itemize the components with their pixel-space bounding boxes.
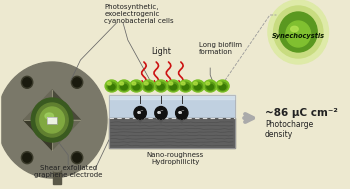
Circle shape [73,153,81,162]
Bar [109,118,235,148]
Circle shape [31,98,73,142]
Circle shape [23,153,32,162]
Ellipse shape [108,84,115,90]
Circle shape [71,152,83,164]
Ellipse shape [169,82,173,85]
Text: e⁻: e⁻ [178,111,186,115]
Ellipse shape [219,84,226,90]
Ellipse shape [45,113,54,119]
Circle shape [286,21,310,47]
Circle shape [274,6,323,58]
Ellipse shape [216,80,229,92]
Ellipse shape [170,84,177,90]
Ellipse shape [158,84,164,90]
Ellipse shape [154,80,168,92]
Circle shape [21,152,33,164]
Text: ~86 μC cm⁻²: ~86 μC cm⁻² [265,108,338,118]
Text: Shear exfoliated
graphene electrode: Shear exfoliated graphene electrode [34,165,102,178]
Circle shape [176,106,188,119]
Ellipse shape [144,82,153,91]
Ellipse shape [194,82,197,85]
Circle shape [134,106,146,119]
Polygon shape [24,120,52,150]
Ellipse shape [218,82,227,91]
Polygon shape [52,120,80,150]
Polygon shape [24,90,52,120]
Ellipse shape [179,80,192,92]
Text: Nano-roughness
Hydrophilicity: Nano-roughness Hydrophilicity [147,152,204,165]
Ellipse shape [157,82,161,85]
Ellipse shape [204,80,217,92]
Ellipse shape [117,80,131,92]
Bar [109,95,235,148]
Ellipse shape [156,82,166,91]
Ellipse shape [169,82,178,91]
Circle shape [71,76,83,88]
Ellipse shape [290,26,298,32]
Polygon shape [52,90,80,120]
Ellipse shape [193,82,203,91]
Circle shape [21,76,33,88]
Ellipse shape [181,82,185,85]
Ellipse shape [53,169,61,171]
Bar [109,95,235,99]
Ellipse shape [132,82,141,91]
Circle shape [268,0,329,64]
Ellipse shape [107,82,111,85]
Bar [109,95,235,118]
Ellipse shape [182,84,189,90]
Ellipse shape [132,82,136,85]
Ellipse shape [167,80,180,92]
Text: Long biofilm
formation: Long biofilm formation [199,42,242,55]
Ellipse shape [120,82,124,85]
Bar [47,116,57,123]
Circle shape [40,107,64,133]
Ellipse shape [133,84,140,90]
Text: e⁻: e⁻ [157,111,165,115]
Ellipse shape [195,84,201,90]
Ellipse shape [142,80,155,92]
Ellipse shape [181,82,190,91]
Ellipse shape [145,84,152,90]
Circle shape [279,12,317,52]
Circle shape [36,103,68,137]
Ellipse shape [105,80,118,92]
Text: Photocharge
density: Photocharge density [265,120,313,139]
Text: e⁻: e⁻ [136,111,144,115]
Circle shape [73,78,81,87]
Ellipse shape [218,82,222,85]
Ellipse shape [207,84,214,90]
Ellipse shape [206,82,210,85]
Ellipse shape [107,82,117,91]
Text: Light: Light [151,47,171,56]
Ellipse shape [191,80,204,92]
Text: Photosynthetic,
exoelectrogenic
cyanobacterial cells: Photosynthetic, exoelectrogenic cyanobac… [104,4,174,24]
Ellipse shape [121,84,127,90]
Text: Synechocystis: Synechocystis [272,33,325,39]
Ellipse shape [119,82,129,91]
Bar [53,170,61,184]
Circle shape [23,78,32,87]
Ellipse shape [145,82,148,85]
Circle shape [0,62,107,178]
Circle shape [155,106,167,119]
Bar [47,116,57,123]
Ellipse shape [205,82,215,91]
Ellipse shape [130,80,143,92]
